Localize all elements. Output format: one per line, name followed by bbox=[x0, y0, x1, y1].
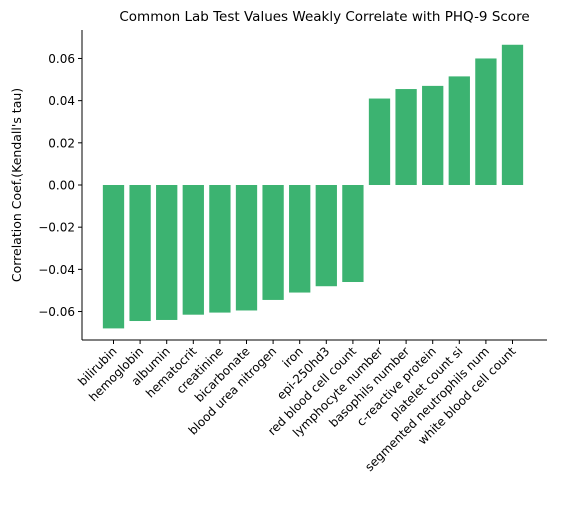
y-tick-label: −0.06 bbox=[38, 305, 75, 319]
bar-lymphocyte-number bbox=[368, 98, 391, 185]
y-tick-label: −0.04 bbox=[38, 263, 75, 277]
bars-group bbox=[102, 44, 524, 329]
y-tick-label: 0.06 bbox=[48, 52, 75, 66]
bar-white-blood-cell-count bbox=[501, 44, 524, 186]
bar-segmented-neutrophils-num bbox=[475, 58, 497, 185]
y-tick-label: 0.00 bbox=[48, 179, 75, 193]
y-tick-label: −0.02 bbox=[38, 221, 75, 235]
bar-hematocrit bbox=[182, 185, 204, 315]
bar-iron bbox=[289, 185, 311, 293]
bar-hemoglobin bbox=[129, 185, 151, 322]
bar-blood-urea-nitrogen bbox=[262, 185, 284, 300]
bar-basophils-number bbox=[395, 89, 417, 185]
bar-bilirubin bbox=[102, 185, 125, 329]
bar-bicarbonate bbox=[235, 185, 258, 311]
bar-platelet-count-si bbox=[448, 76, 470, 185]
bar-creatinine bbox=[209, 185, 231, 313]
y-axis-label: Correlation Coef.(Kendall's tau) bbox=[9, 88, 24, 282]
y-tick-label: 0.02 bbox=[48, 136, 75, 150]
chart-title: Common Lab Test Values Weakly Correlate … bbox=[119, 9, 529, 25]
bar-albumin bbox=[156, 185, 178, 320]
y-axis-ticks: −0.06 −0.04 −0.02 0.00 0.02 0.04 0.06 bbox=[38, 52, 82, 319]
y-tick-label: 0.04 bbox=[48, 94, 75, 108]
bar-red-blood-cell-count bbox=[342, 185, 364, 283]
x-axis-ticks: bilirubinhemoglobinalbuminhematocritcrea… bbox=[75, 340, 519, 474]
bar-epi-250hd3 bbox=[315, 185, 337, 287]
bar-c-reactive-protein bbox=[422, 85, 444, 185]
